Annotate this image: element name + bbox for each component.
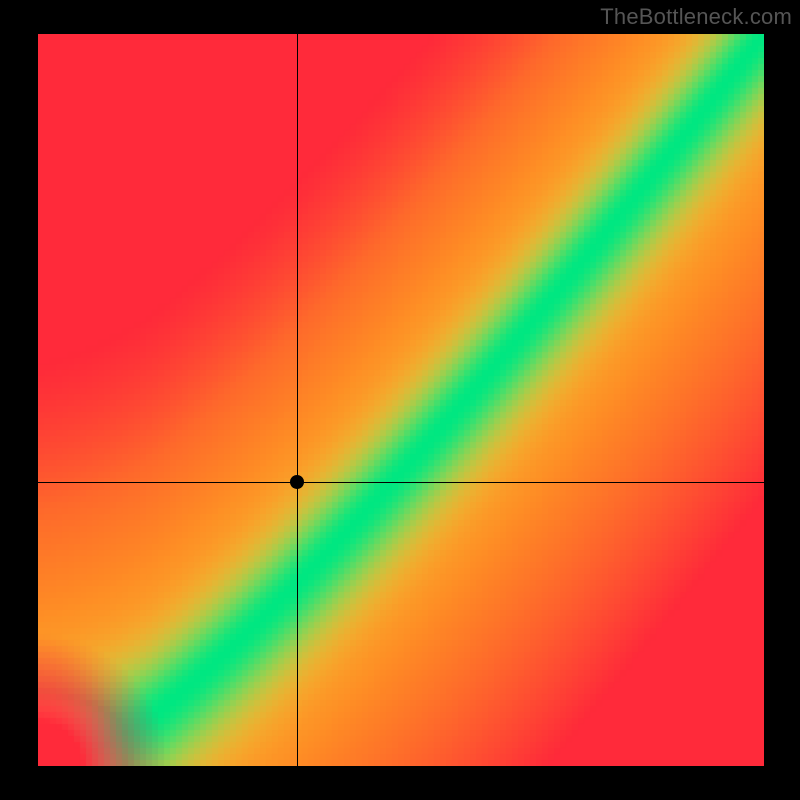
watermark-text: TheBottleneck.com	[600, 4, 792, 30]
heatmap-canvas	[38, 34, 764, 766]
crosshair-vertical	[297, 34, 298, 766]
plot-area	[38, 34, 764, 766]
crosshair-horizontal	[38, 482, 764, 483]
crosshair-marker	[290, 475, 304, 489]
figure-root: TheBottleneck.com	[0, 0, 800, 800]
